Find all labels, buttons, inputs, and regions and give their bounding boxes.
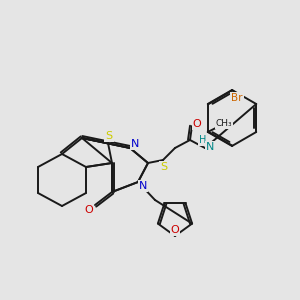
Text: Br: Br: [231, 93, 243, 103]
Text: H: H: [199, 135, 207, 145]
Text: N: N: [139, 181, 147, 191]
Text: O: O: [85, 205, 93, 215]
Text: S: S: [105, 131, 112, 141]
Text: N: N: [131, 139, 139, 149]
Text: S: S: [160, 162, 168, 172]
Text: O: O: [193, 119, 201, 129]
Text: N: N: [206, 142, 214, 152]
Text: O: O: [171, 225, 179, 235]
Text: CH₃: CH₃: [215, 119, 232, 128]
